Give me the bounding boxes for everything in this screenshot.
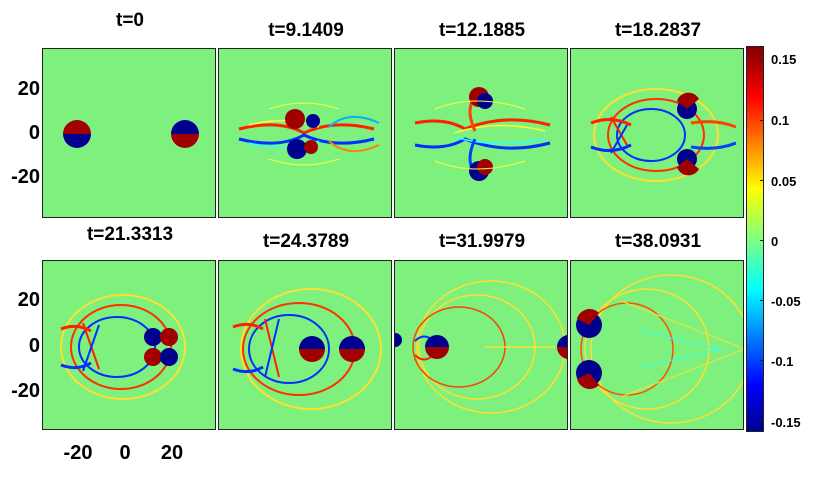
panel-title-3: t=12.1885 [438, 20, 526, 41]
colorbar-tickmark [760, 120, 764, 121]
colorbar-tickmark [760, 60, 764, 61]
y-tick-row2-0: 0 [28, 335, 40, 357]
panel-4-plot [570, 48, 744, 218]
panel-6-plot [218, 260, 392, 430]
y-tick-row2-neg20: -20 [11, 380, 40, 402]
colorbar-tick-0: 0 [771, 234, 779, 249]
colorbar-tick-0.05: 0.05 [771, 174, 797, 189]
colorbar-tickmark [760, 420, 764, 421]
colorbar-tickmark [760, 360, 764, 361]
colorbar-tick-neg0.05: -0.05 [771, 294, 801, 309]
y-tick-row1-0: 0 [28, 122, 40, 144]
colorbar-tick-0.15: 0.15 [771, 52, 797, 67]
y-tick-row2-20: 20 [17, 289, 40, 311]
y-tick-row1-neg20: -20 [11, 166, 40, 188]
colorbar-tickmark [760, 300, 764, 301]
panel-title-8: t=38.0931 [614, 231, 702, 252]
colorbar-tickmark [760, 240, 764, 241]
colorbar-tick-neg0.1: -0.1 [771, 354, 794, 369]
panel-title-1: t=0 [116, 10, 144, 31]
y-tick-row1-20: 20 [17, 78, 40, 100]
x-tick-0: 0 [119, 442, 131, 464]
panel-7-plot [394, 260, 568, 430]
panel-8-plot [570, 260, 744, 430]
panel-title-4: t=18.2837 [614, 20, 702, 41]
colorbar-tick-neg0.15: -0.15 [771, 415, 801, 430]
panel-title-6: t=24.3789 [262, 231, 350, 252]
panel-3-plot [394, 48, 568, 218]
x-tick-neg20: -20 [63, 442, 93, 464]
colorbar-tick-0.1: 0.1 [771, 113, 790, 128]
panel-title-7: t=31.9979 [438, 231, 526, 252]
colorbar [746, 46, 764, 432]
colorbar-tickmark [760, 180, 764, 181]
panel-5-plot [42, 260, 216, 430]
panel-2-plot [218, 48, 392, 218]
panel-1-plot [42, 48, 216, 218]
panel-title-5: t=21.3313 [86, 224, 174, 245]
panel-title-2: t=9.1409 [268, 20, 344, 41]
x-tick-20: 20 [160, 442, 184, 464]
